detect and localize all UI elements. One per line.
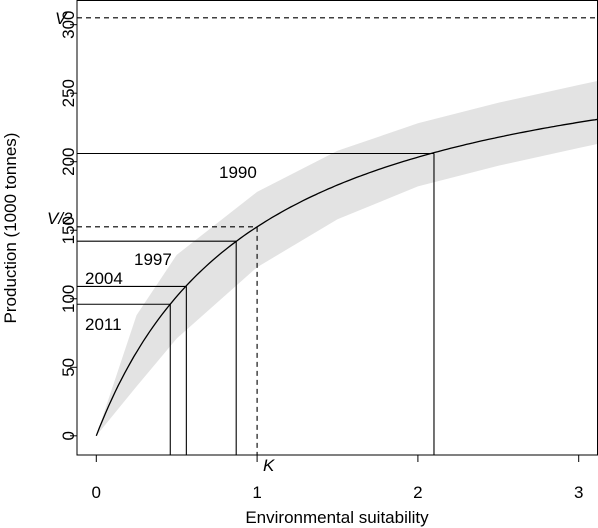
v-label: V — [55, 9, 68, 28]
year-label-1990: 1990 — [219, 163, 257, 182]
k-label: K — [263, 456, 275, 475]
year-label-2004: 2004 — [85, 269, 123, 288]
y-tick-label: 0 — [59, 431, 78, 440]
y-tick-label: 200 — [59, 148, 78, 176]
year-label-1997: 1997 — [134, 250, 172, 269]
y-tick-label: 300 — [59, 11, 78, 39]
y-tick-label: 250 — [59, 79, 78, 107]
x-tick-label: 3 — [574, 483, 583, 502]
year-label-2011: 2011 — [85, 315, 122, 334]
plot-frame — [76, 0, 598, 456]
fitted-curve — [95, 118, 598, 437]
x-axis-title: Environmental suitability — [245, 508, 429, 527]
axes: 0 1 2 3 0 50 100 150 200 250 300 — [59, 11, 583, 502]
y-axis-title: Production (1000 tonnes) — [1, 133, 20, 324]
confidence-band — [96, 80, 598, 436]
y-tick-label: 150 — [59, 216, 78, 244]
y-tick-label: 100 — [59, 285, 78, 313]
x-tick-label: 0 — [92, 483, 101, 502]
half-v-label: V/2 — [47, 209, 73, 228]
plot-content: V V/2 K 1990 1997 2004 2011 — [47, 9, 598, 475]
x-tick-label: 2 — [413, 483, 422, 502]
y-tick-label: 50 — [59, 358, 78, 377]
x-tick-label: 1 — [252, 483, 261, 502]
